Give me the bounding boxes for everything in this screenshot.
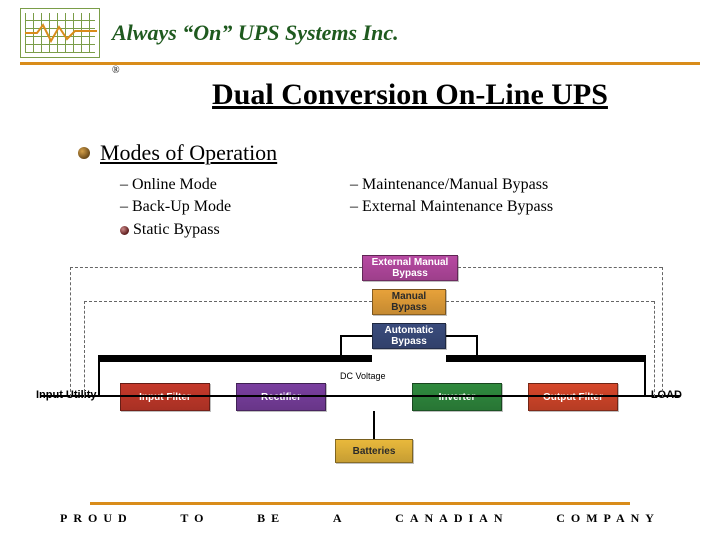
block-input_flt: Input Filter xyxy=(120,383,210,411)
dashed-ext_top xyxy=(70,267,362,268)
page-title: Dual Conversion On-Line UPS xyxy=(100,78,720,112)
section-heading: Modes of Operation xyxy=(78,140,720,166)
dashed-ext_v_l xyxy=(70,267,71,397)
dashed-ext_v_r xyxy=(662,267,663,397)
modes-col-right: –Maintenance/Manual Bypass –External Mai… xyxy=(350,174,580,241)
block-output_flt: Output Filter xyxy=(528,383,618,411)
modes-col-left: –Online Mode –Back-Up Mode Static Bypass xyxy=(120,174,350,241)
bullet-icon xyxy=(78,147,90,159)
logo xyxy=(20,8,100,58)
block-auto: Automatic Bypass xyxy=(372,323,446,349)
mode-item: –External Maintenance Bypass xyxy=(350,196,580,218)
ups-block-diagram: Input Utility LOAD DC Voltage External M… xyxy=(40,255,680,475)
dashed-ext_top_r xyxy=(458,267,662,268)
footer: PROUD TO BE A CANADIAN COMPANY xyxy=(0,502,720,526)
modes-list: –Online Mode –Back-Up Mode Static Bypass… xyxy=(120,174,720,241)
header: Always “On” UPS Systems Inc. xyxy=(0,0,720,58)
wire-auto_out xyxy=(446,335,478,337)
wire-auto_out_v xyxy=(476,335,478,359)
mode-item: –Back-Up Mode xyxy=(120,196,350,218)
section-heading-text: Modes of Operation xyxy=(100,140,277,166)
wire-output_stub xyxy=(644,355,646,397)
dashed-man_v_r xyxy=(654,301,655,397)
wire-batt_v xyxy=(373,411,375,439)
wire-main_bus xyxy=(40,395,680,397)
mode-item: –Online Mode xyxy=(120,174,350,196)
bullet-icon xyxy=(120,226,129,235)
mode-item-active: Static Bypass xyxy=(120,219,350,241)
block-batteries: Batteries xyxy=(335,439,413,463)
block-ext_manual: External Manual Bypass xyxy=(362,255,458,281)
dc-label: DC Voltage xyxy=(340,371,386,381)
mode-item: –Maintenance/Manual Bypass xyxy=(350,174,580,196)
logo-wave-icon xyxy=(25,23,97,43)
wire-bypass_h_left xyxy=(98,355,372,362)
company-name: Always “On” UPS Systems Inc. xyxy=(112,20,399,46)
dashed-man_v_l xyxy=(84,301,85,397)
footer-tagline: PROUD TO BE A CANADIAN COMPANY xyxy=(60,511,660,526)
dashed-man_h_l xyxy=(84,301,372,302)
dashed-man_h_r xyxy=(446,301,654,302)
wire-auto_in xyxy=(340,335,372,337)
wire-auto_in_v xyxy=(340,335,342,359)
block-rectifier: Rectifier xyxy=(236,383,326,411)
block-manual: Manual Bypass xyxy=(372,289,446,315)
footer-rule xyxy=(90,502,630,505)
registered-mark: ® xyxy=(112,65,720,76)
block-inverter: Inverter xyxy=(412,383,502,411)
